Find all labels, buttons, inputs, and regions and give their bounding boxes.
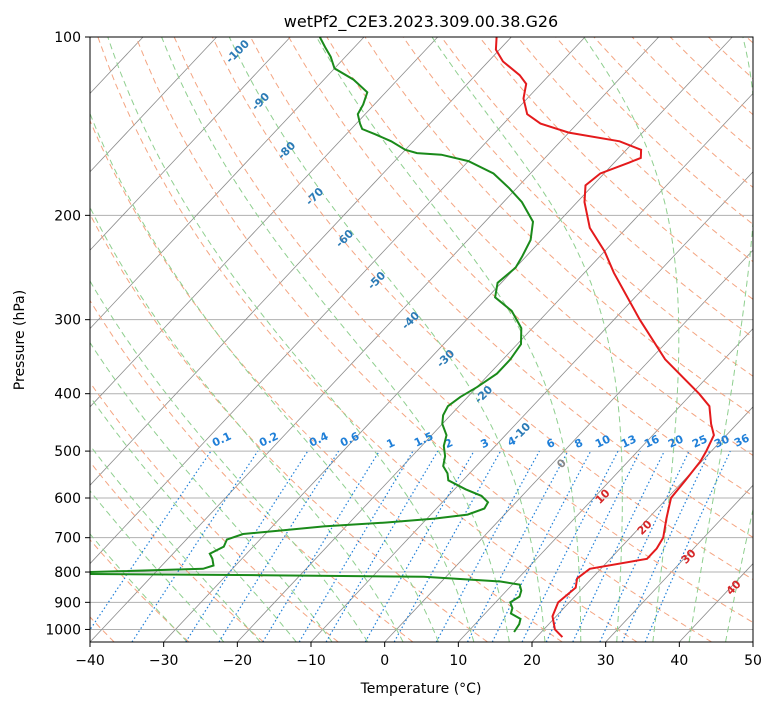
dry-adiabat — [250, 37, 753, 538]
mixing-ratio-label: 36 — [732, 431, 752, 449]
dry-adiabat — [90, 299, 414, 642]
moist-adiabat — [688, 37, 753, 642]
mixing-ratio-line — [90, 450, 212, 631]
x-tick-label: 0 — [380, 653, 389, 669]
moist-adiabat — [107, 37, 475, 642]
mixing-ratio-line — [435, 450, 540, 642]
x-tick-label: −40 — [75, 653, 105, 669]
y-tick-label: 600 — [54, 491, 81, 507]
y-axis-label: Pressure (hPa) — [12, 290, 28, 390]
moist-adiabat — [228, 37, 546, 642]
isotherm-line — [90, 37, 659, 642]
isotherm-line — [605, 484, 753, 642]
moist-adiabat — [161, 37, 510, 642]
y-tick-label: 400 — [54, 387, 81, 403]
mixing-ratio-label: 20 — [666, 432, 686, 450]
isotherm-line — [384, 249, 753, 642]
moist-adiabat — [90, 112, 439, 642]
mixing-ratio-label: 16 — [642, 432, 662, 450]
x-tick-label: −30 — [149, 653, 179, 669]
moist-adiabat — [90, 206, 404, 642]
x-axis-ticks: −40 −30 −20 −10 0 10 20 30 40 50 — [75, 642, 762, 669]
x-tick-label: 40 — [670, 653, 688, 669]
dewpoint-line — [90, 37, 535, 633]
isotherm-line — [90, 37, 586, 565]
x-tick-label: 10 — [449, 653, 467, 669]
moist-adiabat — [316, 37, 582, 642]
dry-adiabat — [90, 119, 563, 642]
isotherm-line — [90, 37, 291, 251]
isotherm-line — [90, 37, 217, 173]
y-tick-label: 500 — [54, 444, 81, 460]
moist-adiabat — [725, 507, 753, 642]
plot-frame — [89, 36, 754, 643]
isotherm-grid — [90, 37, 753, 642]
x-tick-label: −20 — [223, 653, 253, 669]
isotherm-line — [90, 37, 365, 330]
mixing-ratio-line — [262, 450, 380, 642]
mixing-ratio-line — [545, 450, 641, 642]
dry-adiabat — [97, 37, 638, 642]
mixing-ratio-line — [644, 450, 731, 642]
isotherm-line — [458, 327, 753, 642]
dry-adiabat — [90, 461, 264, 642]
y-tick-label: 800 — [54, 565, 81, 581]
moist-adiabat — [90, 280, 369, 642]
mixing-ratio-line — [621, 450, 711, 642]
x-axis-label: Temperature (°C) — [360, 681, 482, 697]
y-tick-label: 1000 — [45, 622, 81, 638]
mixing-ratio-lines — [90, 450, 731, 642]
isotherm-line — [531, 406, 753, 642]
x-tick-label: 50 — [744, 653, 762, 669]
moist-adiabat — [90, 395, 297, 642]
y-tick-label: 300 — [54, 313, 81, 329]
isotherm-line — [90, 37, 438, 408]
dry-adiabat — [326, 37, 753, 457]
dry-adiabats — [90, 37, 753, 642]
dry-adiabat — [288, 37, 753, 497]
mixing-ratio-line — [521, 450, 619, 642]
isotherm-line — [310, 171, 753, 642]
mixing-ratio-line — [131, 450, 259, 642]
dry-adiabat — [90, 213, 488, 642]
dry-adiabat — [90, 539, 190, 642]
moist-adiabat — [90, 341, 333, 642]
y-tick-label: 100 — [54, 30, 81, 46]
chart-title: wetPf2_C2E3.2023.309.00.38.G26 — [284, 12, 558, 32]
mixing-ratio-label: 30 — [712, 432, 732, 450]
dry-adiabat — [135, 37, 712, 642]
mixing-ratio-line — [185, 450, 309, 642]
x-tick-label: 20 — [523, 653, 541, 669]
mixing-ratio-label: 13 — [619, 432, 638, 450]
profile-series — [90, 37, 715, 638]
isotherm-line — [90, 37, 512, 486]
dry-adiabat — [173, 37, 753, 624]
y-tick-label: 700 — [54, 531, 81, 547]
temperature-line — [494, 37, 715, 638]
x-tick-label: 30 — [597, 653, 615, 669]
y-axis-ticks: 100 200 300 400 500 600 700 800 900 1000 — [45, 30, 90, 638]
moist-adiabat — [583, 37, 680, 642]
x-tick-label: −10 — [296, 653, 326, 669]
mixing-ratio-label: 25 — [690, 432, 709, 450]
mixing-ratio-label: 10 — [593, 432, 613, 450]
dry-adiabat — [211, 37, 753, 581]
isotherm-line — [163, 37, 733, 642]
y-tick-label: 900 — [54, 595, 81, 611]
moist-adiabats — [90, 37, 753, 642]
y-tick-label: 200 — [54, 208, 81, 224]
